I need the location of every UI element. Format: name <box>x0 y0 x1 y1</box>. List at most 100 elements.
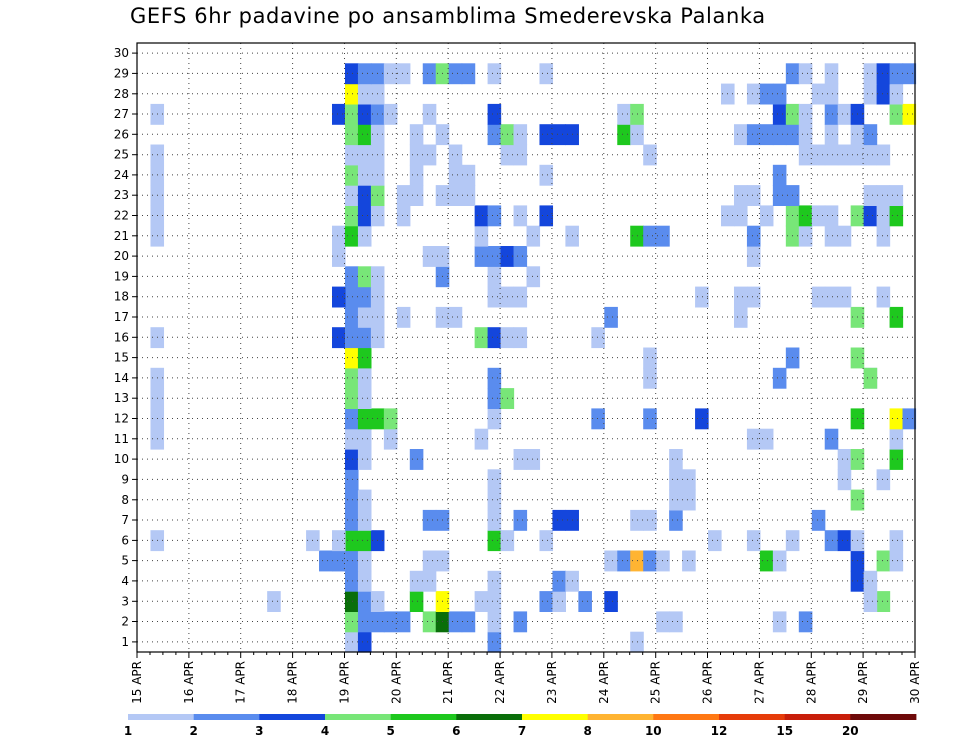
x-tick-label: 17 APR <box>234 661 248 704</box>
heatmap-cell <box>461 611 476 633</box>
heatmap-cell <box>344 489 359 511</box>
heatmap-cell <box>344 509 359 531</box>
x-tick-label: 22 APR <box>493 661 507 704</box>
heatmap-cell <box>798 103 813 125</box>
heatmap-cell <box>824 530 839 552</box>
y-tick-label: 23 <box>114 188 129 202</box>
heatmap-cell <box>526 225 541 247</box>
heatmap-cell <box>863 185 878 206</box>
heatmap-cell <box>733 286 748 308</box>
x-tick-label: 30 APR <box>908 661 922 704</box>
heatmap-cell <box>409 164 424 186</box>
heatmap-cell <box>526 266 541 288</box>
heatmap-cell <box>422 103 437 125</box>
heatmap-cell <box>344 611 359 633</box>
heatmap-cell <box>759 550 774 572</box>
heatmap-cell <box>357 449 372 470</box>
heatmap-cell <box>876 63 891 85</box>
heatmap-cell <box>669 489 683 511</box>
heatmap-cell <box>344 185 359 206</box>
y-tick-label: 4 <box>121 574 129 588</box>
heatmap-cells <box>150 63 917 653</box>
heatmap-cell <box>357 591 372 612</box>
heatmap-cell <box>759 428 774 450</box>
heatmap-cell <box>461 164 476 186</box>
heatmap-cell <box>837 103 852 125</box>
heatmap-cell <box>344 469 359 491</box>
x-tick-label: 23 APR <box>545 661 559 704</box>
heatmap-cell <box>772 367 787 389</box>
heatmap-cell <box>357 124 372 146</box>
heatmap-cell <box>357 266 372 288</box>
heatmap-cell <box>357 306 372 328</box>
heatmap-cell <box>902 63 917 85</box>
heatmap-cell <box>643 144 657 166</box>
heatmap-cell <box>617 103 631 125</box>
heatmap-cell <box>824 103 839 125</box>
y-tick-label: 30 <box>114 46 129 60</box>
heatmap-cell <box>552 509 566 531</box>
colorbar-swatch <box>259 714 326 720</box>
heatmap-cell <box>487 469 502 491</box>
heatmap-cell <box>824 63 839 85</box>
colorbar-label: 4 <box>321 724 329 738</box>
heatmap-cell <box>746 428 761 450</box>
heatmap-cell <box>461 185 476 206</box>
heatmap-cell <box>643 509 657 531</box>
heatmap-cell <box>889 449 904 470</box>
y-tick-label: 1 <box>121 635 129 649</box>
heatmap-cell <box>448 306 463 328</box>
heatmap-cell <box>539 63 554 85</box>
heatmap-cell <box>746 286 761 308</box>
heatmap-cell <box>344 225 359 247</box>
heatmap-cell <box>357 205 372 227</box>
heatmap-cell <box>487 327 502 349</box>
heatmap-cell <box>617 124 631 146</box>
heatmap-cell <box>487 408 502 430</box>
heatmap-cell <box>746 246 761 267</box>
heatmap-cell <box>733 205 748 227</box>
heatmap-cell <box>643 367 657 389</box>
heatmap-cell <box>487 388 502 409</box>
colorbar-label: 1 <box>124 724 132 738</box>
heatmap-cell <box>357 103 372 125</box>
heatmap-cell <box>824 428 839 450</box>
heatmap-cell <box>422 611 437 633</box>
heatmap-cell <box>837 225 852 247</box>
heatmap-cell <box>772 103 787 125</box>
heatmap-cell <box>772 164 787 186</box>
heatmap-cell <box>669 611 683 633</box>
heatmap-cell <box>357 63 372 85</box>
heatmap-cell <box>332 550 346 572</box>
heatmap-cell <box>578 591 592 612</box>
heatmap-cell <box>344 428 359 450</box>
heatmap-cell <box>798 63 813 85</box>
heatmap-cell <box>824 205 839 227</box>
heatmap-cell <box>798 611 813 633</box>
heatmap-cell <box>811 144 826 166</box>
heatmap-cell <box>513 449 528 470</box>
heatmap-cell <box>448 144 463 166</box>
heatmap-cell <box>474 246 489 267</box>
x-tick-label: 28 APR <box>804 661 818 704</box>
colorbar-swatch <box>456 714 523 720</box>
heatmap-cell <box>526 449 541 470</box>
heatmap-cell <box>487 530 502 552</box>
heatmap-cell <box>539 591 554 612</box>
heatmap-cell <box>772 550 787 572</box>
heatmap-cell <box>344 144 359 166</box>
heatmap-cell <box>798 225 813 247</box>
heatmap-cell <box>746 530 761 552</box>
heatmap-cell <box>669 509 683 531</box>
heatmap-cell <box>902 408 917 430</box>
y-tick-label: 5 <box>121 554 129 568</box>
heatmap-cell <box>474 428 489 450</box>
x-tick-label: 21 APR <box>441 661 455 704</box>
heatmap-cell <box>824 124 839 146</box>
heatmap-cell <box>487 63 502 85</box>
heatmap-cell <box>383 611 398 633</box>
heatmap-cell <box>643 225 657 247</box>
x-tick-label: 26 APR <box>701 661 715 704</box>
heatmap-cell <box>344 266 359 288</box>
